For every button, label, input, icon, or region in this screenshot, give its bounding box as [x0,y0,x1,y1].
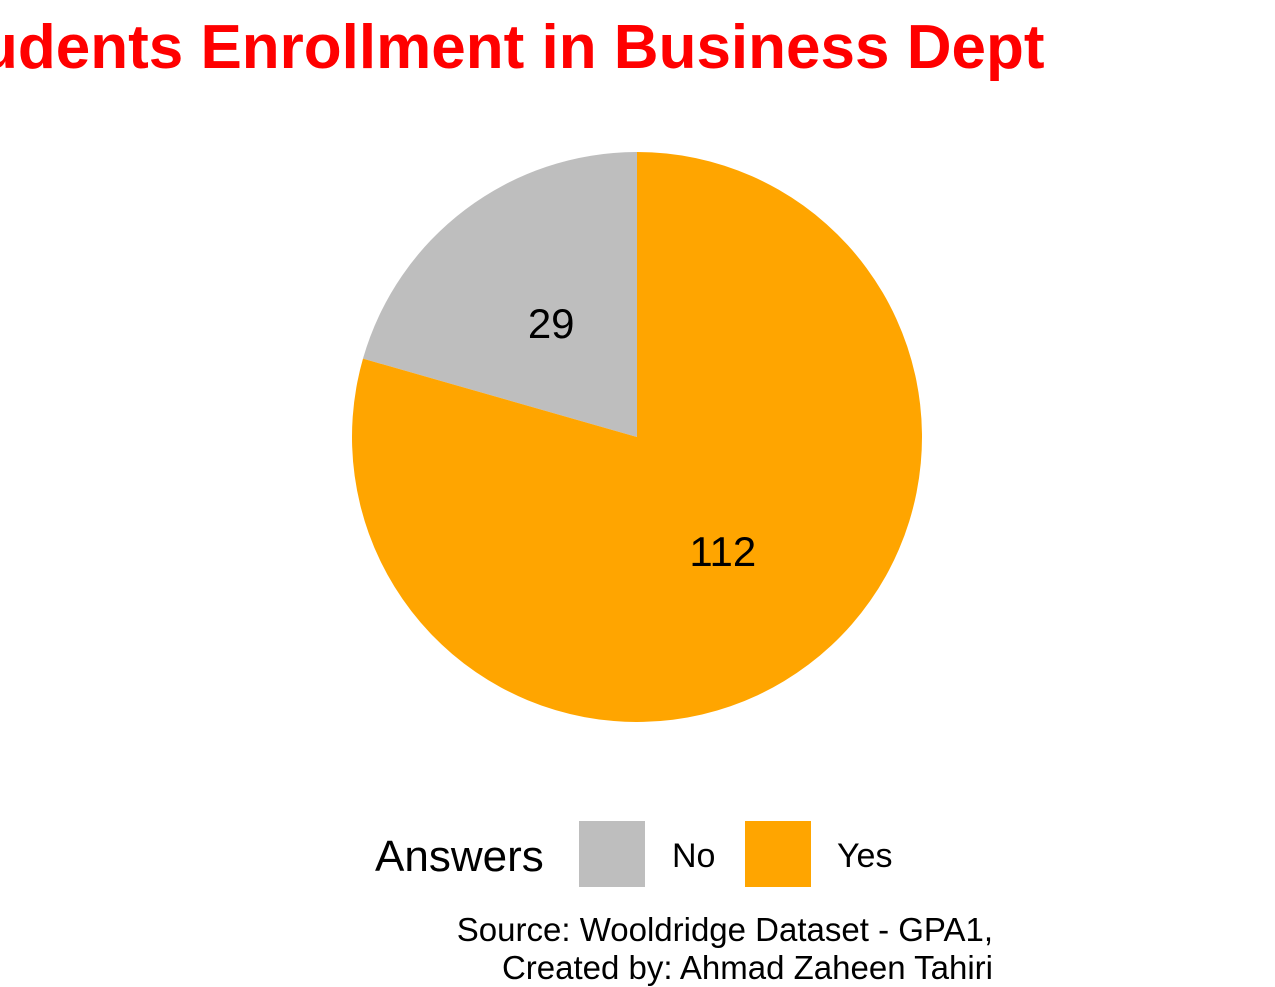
pie-slice-yes [352,152,922,722]
legend-label-no: No [672,837,715,875]
legend-swatch-yes [745,821,811,887]
caption-author: Created by: Ahmad Zaheen Tahiri [502,949,993,986]
legend: Answers No Yes [375,821,892,887]
caption-source: Source: Wooldridge Dataset - GPA1, [457,911,993,948]
slice-label-no: 29 [528,300,575,347]
slice-labels: 29 112 [528,300,756,575]
pie-slice-no [362,152,637,437]
slice-label-yes: 112 [689,528,756,575]
legend-swatch-no [579,821,645,887]
legend-label-yes: Yes [837,837,892,875]
chart-title: udents Enrollment in Business Dept [0,13,1045,82]
legend-title: Answers [375,832,544,881]
pie-slices [352,152,922,722]
